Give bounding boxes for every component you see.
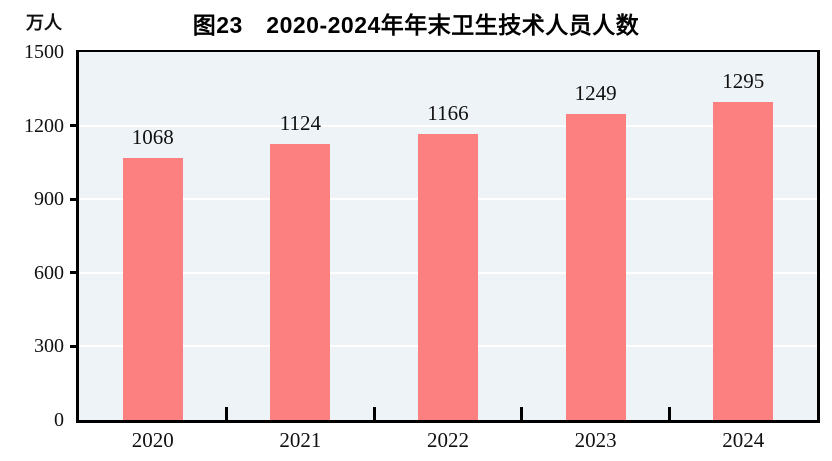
data-label-2023: 1249 [574,80,617,105]
gridline-1200 [79,124,817,127]
y-axis-tick-900 [70,197,79,201]
x-axis-label-2022: 2022 [426,428,469,452]
data-label-2020: 1068 [131,124,174,149]
y-axis-label-0: 0 [54,409,64,431]
data-label-2024: 1295 [722,69,765,94]
data-label-2021: 1124 [279,111,321,136]
y-axis-label-1200: 1200 [24,114,64,137]
bar-2021 [270,144,331,420]
bar-2024 [713,102,774,420]
y-axis-tick-300 [70,344,79,348]
y-axis-label-1500: 1500 [24,41,64,63]
x-axis-tick-4 [667,407,671,420]
x-axis-label-2021: 2021 [279,428,322,452]
bar-2020 [122,157,183,420]
y-axis-unit-label: 万人 [26,13,62,33]
x-axis-label-2023: 2023 [574,428,617,452]
y-axis-tick-600 [70,271,79,275]
x-axis-tick-2 [372,407,376,420]
bar-2023 [565,113,626,420]
y-axis-tick-1200 [70,124,79,128]
x-axis-label-2024: 2024 [722,428,765,452]
bar-2022 [418,133,478,420]
chart-title: 图23 2020-2024年年末卫生技术人员人数 [192,12,640,38]
x-axis-tick-3 [520,407,524,420]
y-axis-label-900: 900 [34,188,64,211]
data-label-2022: 1166 [427,100,469,125]
plot-area [76,50,820,423]
y-axis-label-300: 300 [34,335,64,358]
x-axis-tick-1 [225,407,229,420]
x-axis-label-2020: 2020 [131,428,174,452]
y-axis-label-600: 600 [34,261,64,284]
